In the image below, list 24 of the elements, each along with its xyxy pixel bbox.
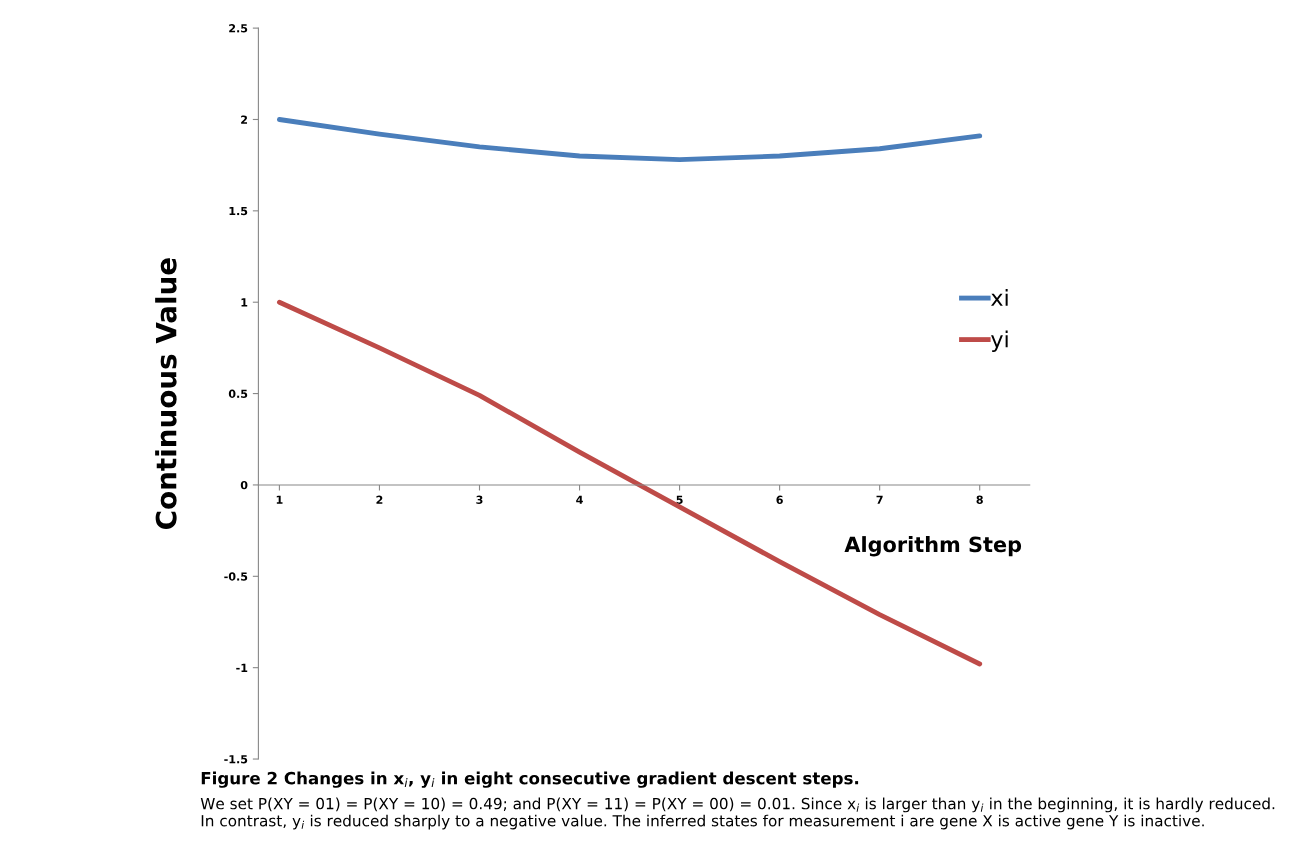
x-axis-title: Algorithm Step: [844, 536, 1022, 557]
x-tick-label: 5: [676, 495, 683, 504]
legend-label: yi: [991, 330, 1008, 352]
x-tick-label: 7: [876, 495, 883, 504]
y-tick-label: 0: [240, 480, 248, 490]
y-axis-title: Continuous Value: [155, 258, 177, 529]
text: Figure 2 Changes in x$_{i}$, y$_{i}$ in eight consecutive gradient descent steps.: [201, 771, 859, 788]
y-tick-label: 0.5: [228, 389, 248, 398]
y-tick-label: -1: [236, 663, 248, 672]
legend-label: xi: [991, 288, 1008, 306]
y-tick-label: 1: [241, 298, 248, 307]
y-tick-label: 2: [241, 115, 248, 124]
line-series: [276, 117, 983, 163]
text: We set P(XY = 01) = P(XY = 10) = 0.49; and P(XY = 11) = P(XY = 00) = 0.01. Since x$_{i}$ is larger than y$_{i}$ in the beginning, it is hardly reduced. In contrast, y$_{i}$ is reduced sharply to a negative value. The inferred states for measurement i are gene X is active gene Y is inactive.: [200, 797, 1275, 830]
x-tick-label: 4: [576, 495, 583, 504]
y-tick-label: 1.5: [229, 206, 248, 216]
x-tick-label: 2: [376, 495, 383, 504]
y-tick-label: 2.5: [229, 24, 248, 33]
y-tick-label: -1.5: [224, 755, 248, 764]
x-tick-label: 1: [276, 495, 283, 504]
y-tick-label: -0.5: [224, 572, 248, 581]
x-tick-label: 3: [476, 495, 483, 504]
x-tick-label: 8: [976, 495, 983, 504]
x-tick-label: 6: [776, 495, 783, 504]
